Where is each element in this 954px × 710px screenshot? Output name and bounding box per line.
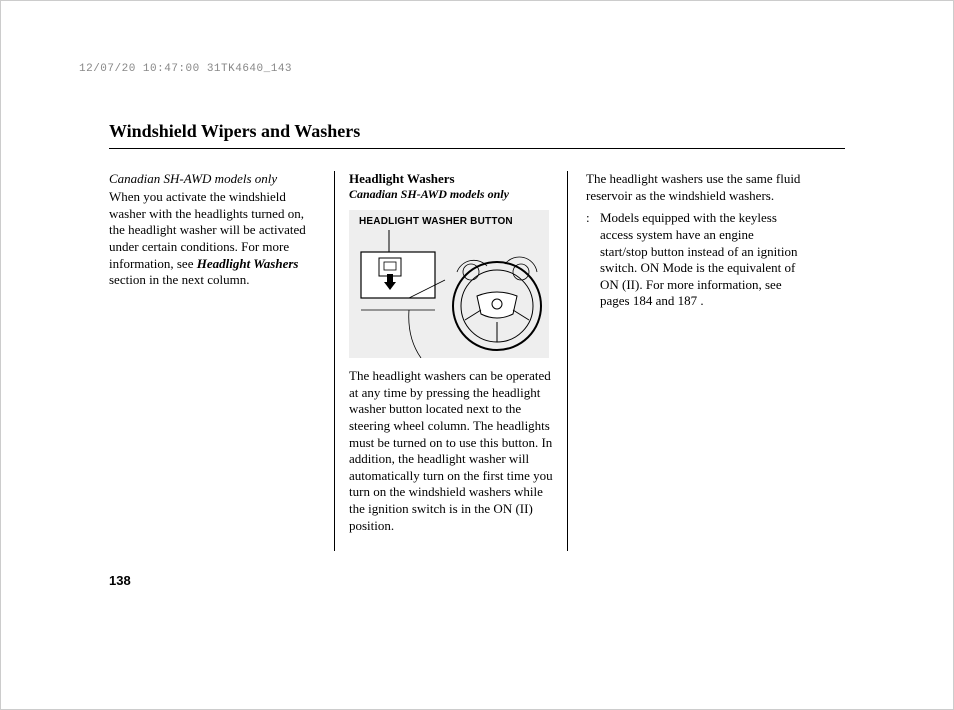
page-title: Windshield Wipers and Washers	[109, 121, 845, 149]
columns-container: Canadian SH-AWD models only When you act…	[109, 171, 845, 551]
note-marker: :	[586, 210, 600, 310]
col3-note: : Models equipped with the keyless acces…	[586, 210, 803, 310]
col1-subtitle: Canadian SH-AWD models only	[109, 171, 316, 187]
page-number: 138	[109, 573, 131, 588]
col2-subheading: Canadian SH-AWD models only	[349, 187, 553, 202]
column-2: Headlight Washers Canadian SH-AWD models…	[335, 171, 567, 551]
column-3: The headlight washers use the same fluid…	[568, 171, 803, 551]
headlight-washer-figure: HEADLIGHT WASHER BUTTON	[349, 210, 549, 358]
col1-body-bold: Headlight Washers	[197, 256, 299, 271]
column-1: Canadian SH-AWD models only When you act…	[109, 171, 334, 551]
col1-body: When you activate the windshield washer …	[109, 189, 316, 289]
note-body: Models equipped with the keyless access …	[600, 210, 803, 310]
content-area: Windshield Wipers and Washers Canadian S…	[109, 121, 845, 551]
col3-body: The headlight washers use the same fluid…	[586, 171, 803, 204]
col2-heading: Headlight Washers	[349, 171, 553, 187]
figure-diagram	[349, 210, 549, 358]
col1-body-post: section in the next column.	[109, 272, 249, 287]
col2-body: The headlight washers can be operated at…	[349, 368, 553, 534]
header-timestamp: 12/07/20 10:47:00 31TK4640_143	[79, 63, 292, 75]
